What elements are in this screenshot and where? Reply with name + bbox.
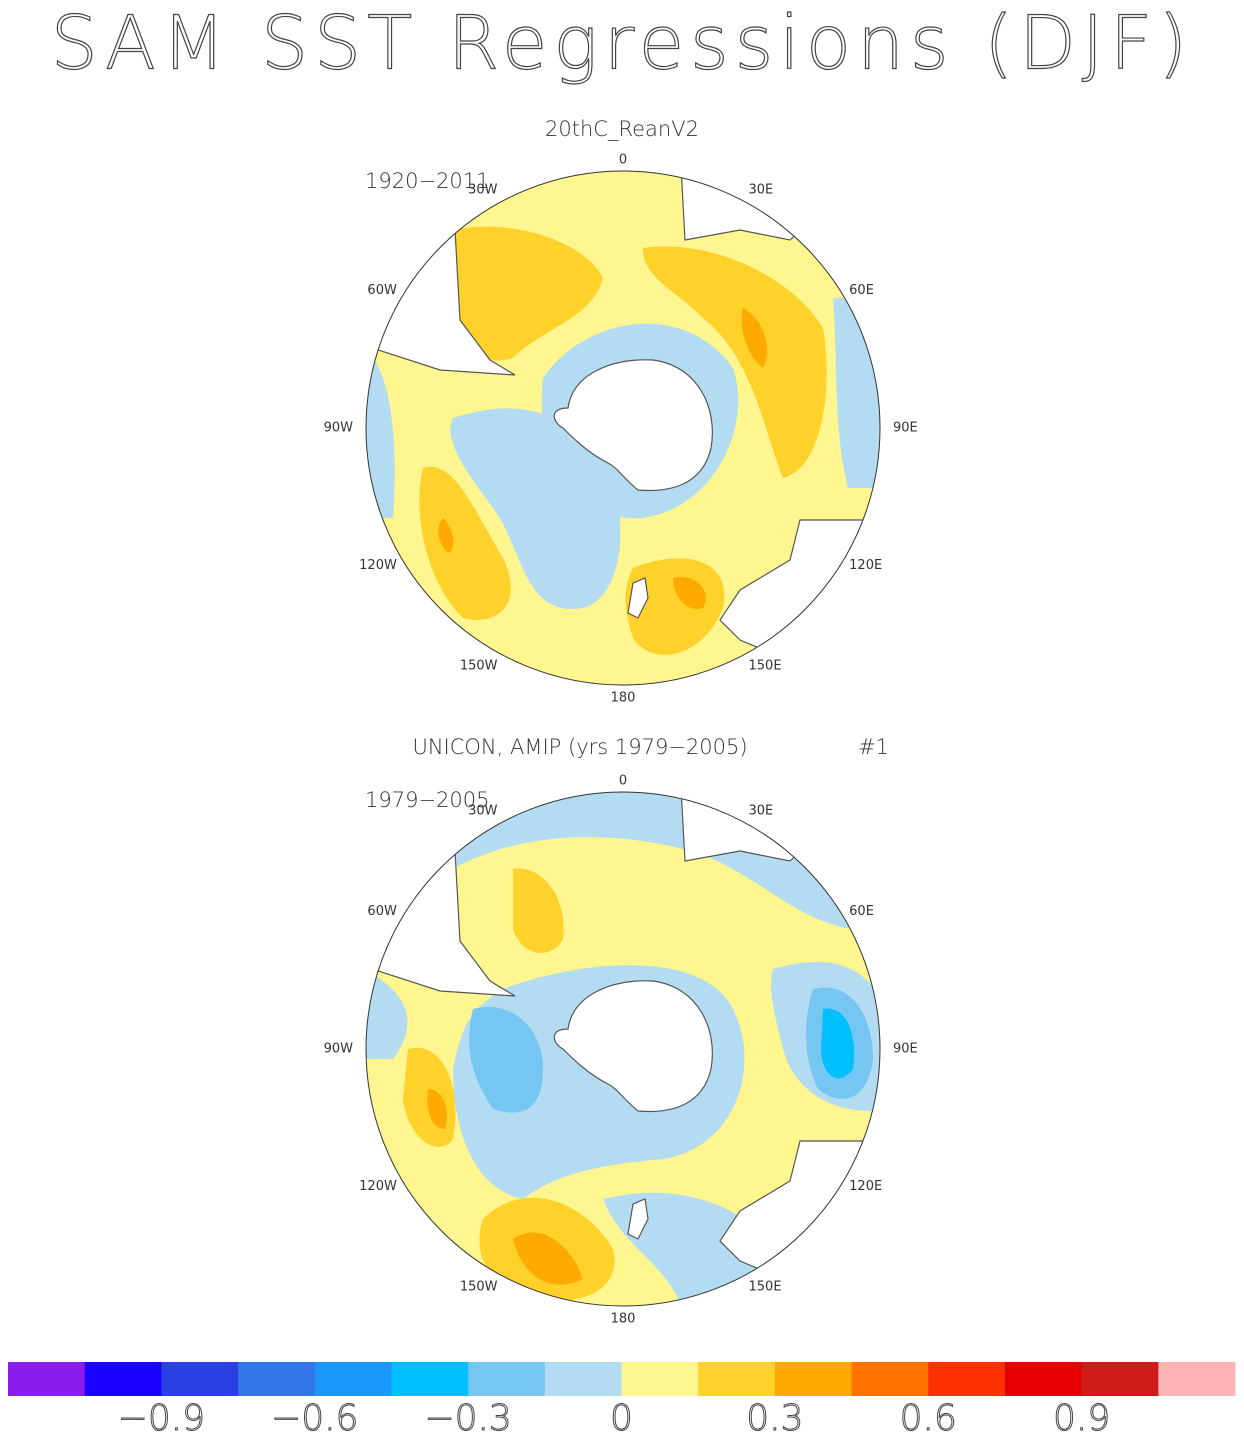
longitude-label: 120W xyxy=(359,1179,397,1194)
longitude-label: 180 xyxy=(611,1312,636,1327)
longitude-label: 30W xyxy=(468,182,498,197)
colorbar-box xyxy=(544,1362,622,1396)
field-contour xyxy=(366,348,395,518)
longitude-label: 0 xyxy=(619,153,627,168)
colorbar-label: −0.6 xyxy=(271,1398,358,1439)
longitude-label: 60E xyxy=(849,904,874,919)
colorbar-box xyxy=(1158,1362,1236,1396)
longitude-label: 150W xyxy=(460,1280,498,1295)
longitude-label: 30E xyxy=(749,803,774,818)
colorbar-box xyxy=(774,1362,853,1396)
colorbar-box xyxy=(621,1362,699,1396)
colorbar-box xyxy=(8,1362,86,1396)
colorbar-box xyxy=(314,1362,392,1396)
map-border xyxy=(365,791,881,1307)
longitude-label: 90E xyxy=(893,1042,918,1057)
longitude-label: 150W xyxy=(460,659,498,674)
colorbar-label: 0 xyxy=(610,1398,633,1439)
field-contour xyxy=(513,868,564,953)
field-contour xyxy=(427,1089,448,1129)
colorbar-label: 0.6 xyxy=(900,1398,957,1439)
longitude-label: 0 xyxy=(619,774,627,789)
colorbar-box xyxy=(1004,1362,1083,1396)
land xyxy=(679,171,880,241)
colorbar-box xyxy=(161,1362,239,1396)
longitude-label: 30E xyxy=(749,182,774,197)
field-contour xyxy=(455,226,603,361)
longitude-label: 60E xyxy=(849,283,874,298)
longitude-label: 60W xyxy=(367,904,397,919)
longitude-label: 90W xyxy=(324,1042,354,1057)
longitude-label: 150E xyxy=(749,1280,782,1295)
land xyxy=(679,792,880,862)
colorbar-box xyxy=(84,1362,162,1396)
longitude-label: 120E xyxy=(849,1179,882,1194)
field-contour xyxy=(469,1007,543,1113)
panel-period: 1920−2011 xyxy=(365,169,489,193)
land xyxy=(627,577,649,619)
longitude-label: 120E xyxy=(849,558,882,573)
panel-title: UNICON, AMIP (yrs 1979−2005) xyxy=(412,735,747,759)
field-contour xyxy=(513,1232,583,1285)
longitude-label: 30W xyxy=(468,803,498,818)
longitude-label: 90E xyxy=(893,421,918,436)
longitude-label: 180 xyxy=(611,691,636,706)
colorbar-box xyxy=(1081,1362,1159,1396)
colorbar-box xyxy=(238,1362,316,1396)
colorbar-label: −0.3 xyxy=(424,1398,511,1439)
polar-map xyxy=(366,171,880,685)
field-contour xyxy=(741,308,767,368)
longitude-label: 150E xyxy=(749,659,782,674)
field-contour xyxy=(821,1008,855,1079)
panel-title: 20thC_ReanV2 xyxy=(545,117,699,141)
land xyxy=(553,359,713,492)
colorbar-label: 0.9 xyxy=(1053,1398,1110,1439)
field-contour xyxy=(643,246,827,478)
colorbar-box xyxy=(851,1362,929,1396)
land xyxy=(627,1198,649,1240)
colorbar-box xyxy=(698,1362,776,1396)
colorbar-box xyxy=(468,1362,546,1396)
polar-map xyxy=(366,792,880,1306)
map-border xyxy=(365,170,881,686)
colorbar-box xyxy=(391,1362,469,1396)
colorbar-label: 0.3 xyxy=(746,1398,803,1439)
field-contour xyxy=(419,466,511,620)
field-contour xyxy=(673,577,706,609)
longitude-label: 90W xyxy=(324,421,354,436)
field-contour xyxy=(366,969,408,1059)
colorbar-label: −0.9 xyxy=(118,1398,205,1439)
panel-period: 1979−2005 xyxy=(365,788,489,812)
colorbar-box xyxy=(928,1362,1006,1396)
figure-title: SAM SST Regressions (DJF) xyxy=(51,1,1193,87)
field-contour xyxy=(438,518,454,553)
panel-tag: #1 xyxy=(858,735,889,759)
longitude-label: 60W xyxy=(367,283,397,298)
longitude-label: 120W xyxy=(359,558,397,573)
land xyxy=(553,980,713,1113)
field-contour xyxy=(625,558,725,655)
